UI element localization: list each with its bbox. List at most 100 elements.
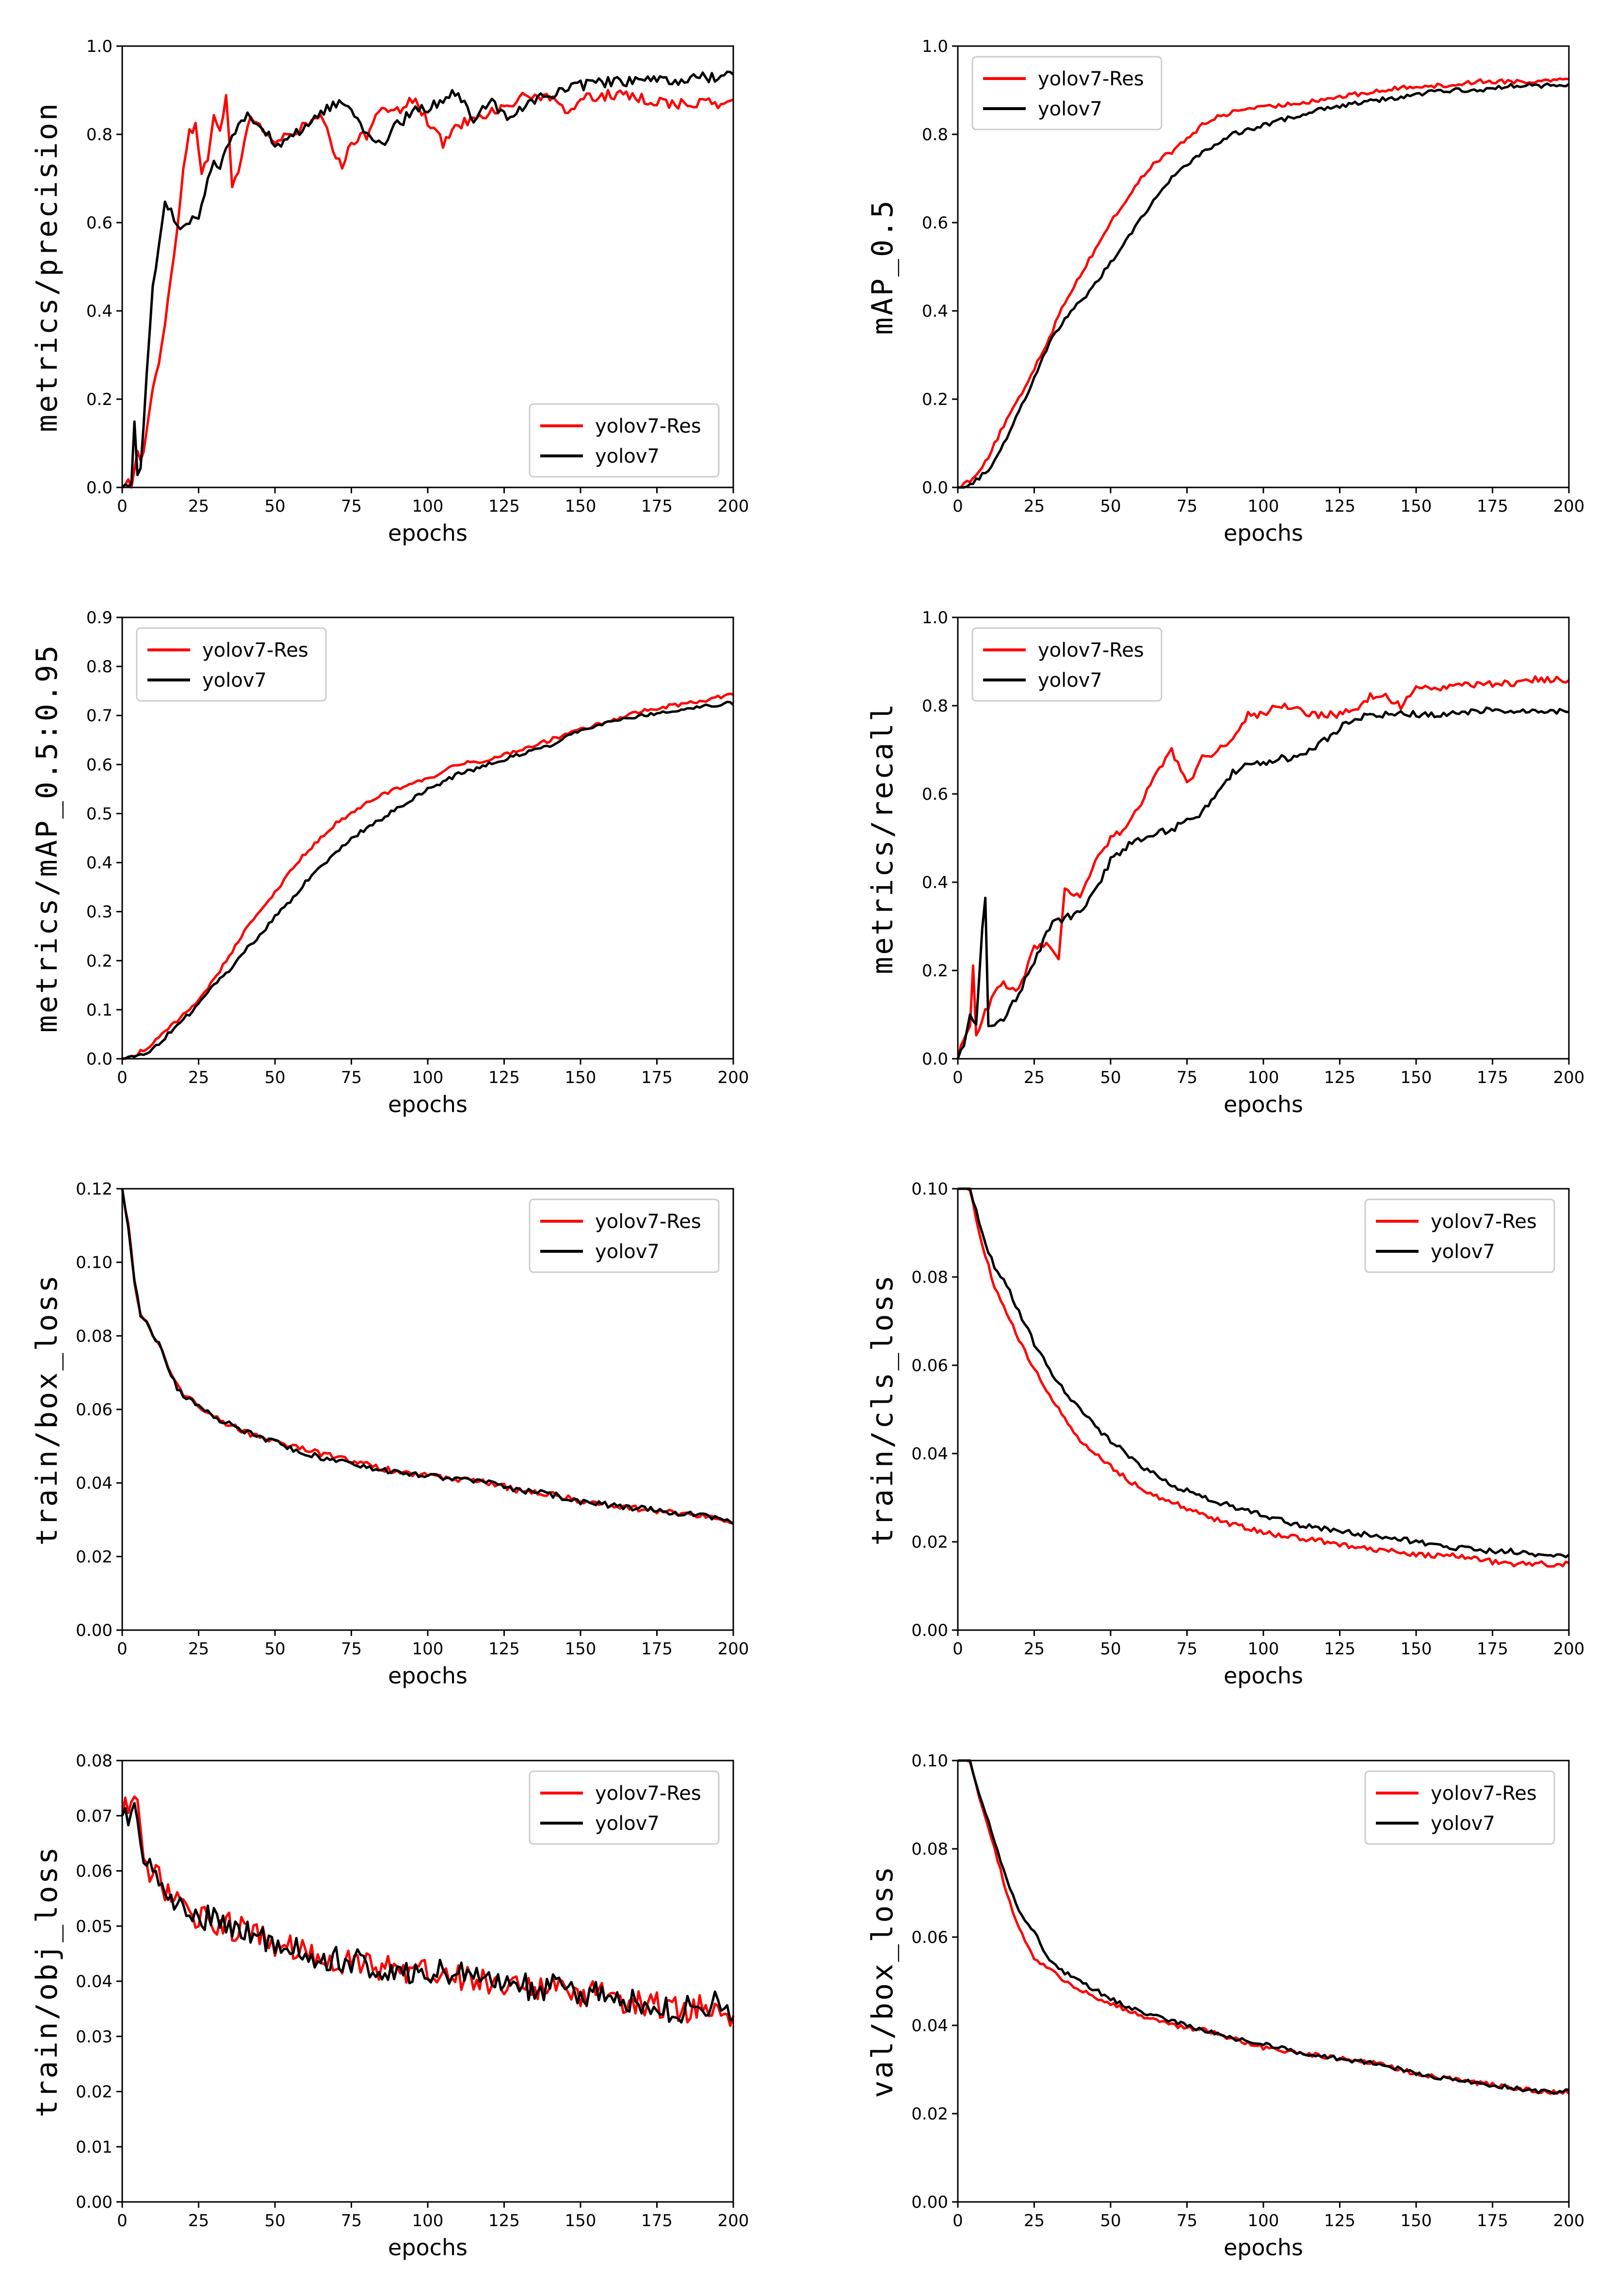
y-tick-label: 0.02 <box>911 1533 948 1552</box>
y-tick-label: 0.6 <box>922 785 948 804</box>
series-line-yolov7-res <box>956 675 1570 1059</box>
legend: yolov7-Res yolov7 <box>136 627 327 702</box>
y-tick-label: 0.00 <box>76 2193 113 2212</box>
legend-box <box>971 627 1162 702</box>
x-tick-label: 175 <box>641 2211 673 2231</box>
y-tick-label: 0.10 <box>76 1253 113 1273</box>
x-tick-label: 75 <box>341 497 362 516</box>
series-line-yolov7 <box>121 70 734 488</box>
y-tick-label: 0.02 <box>76 2083 113 2102</box>
x-tick-label: 175 <box>1477 497 1508 516</box>
y-tick-label: 0.10 <box>911 1751 948 1771</box>
x-axis-label: epochs <box>1224 2234 1303 2261</box>
x-tick-label: 25 <box>188 497 209 516</box>
y-tick-label: 0.6 <box>922 213 948 233</box>
y-tick-label: 0.08 <box>76 1326 113 1346</box>
x-tick-label: 25 <box>188 2211 209 2231</box>
legend-entry-label: yolov7-Res <box>1038 68 1144 90</box>
y-tick-label: 0.01 <box>76 2137 113 2157</box>
y-tick-label: 1.0 <box>86 37 113 56</box>
x-tick-label: 25 <box>1024 1068 1045 1087</box>
y-axis-label: train/obj_loss <box>30 1845 64 2118</box>
x-tick-label: 100 <box>1248 1639 1279 1659</box>
x-tick-label: 200 <box>718 1639 749 1659</box>
y-tick-label: 0.0 <box>922 1050 948 1069</box>
x-tick-label: 125 <box>488 497 520 516</box>
y-tick-label: 0.04 <box>76 1474 113 1493</box>
x-tick-label: 25 <box>1024 497 1045 516</box>
y-tick-label: 0.05 <box>76 1917 113 1936</box>
legend-entry-label: yolov7 <box>202 669 267 692</box>
x-tick-label: 100 <box>1248 497 1279 516</box>
y-tick-label: 0.8 <box>86 125 113 145</box>
x-tick-label: 200 <box>1553 1639 1585 1659</box>
y-tick-label: 0.02 <box>911 2104 948 2124</box>
x-tick-label: 200 <box>1553 2211 1585 2231</box>
y-tick-label: 0.8 <box>922 125 948 145</box>
x-tick-label: 50 <box>1100 497 1121 516</box>
y-tick-label: 0.3 <box>86 903 113 922</box>
y-tick-label: 0.00 <box>911 2193 948 2212</box>
legend-entry-label: yolov7-Res <box>595 1782 701 1805</box>
x-tick-label: 125 <box>1324 2211 1356 2231</box>
chart-panel-1: 0 25 50 75 100 125 150 175 200 0.0 0.2 0.4 0.6 0.8 1.0… <box>30 37 749 546</box>
legend-entry-label: yolov7-Res <box>1431 1782 1537 1805</box>
legend-entry-label: yolov7-Res <box>595 1211 701 1233</box>
x-tick-label: 100 <box>1248 2211 1279 2231</box>
x-tick-label: 75 <box>1177 1639 1197 1659</box>
x-tick-label: 50 <box>264 497 285 516</box>
x-tick-label: 25 <box>188 1068 209 1087</box>
y-axis-label: mAP_0.5 <box>866 199 900 335</box>
x-tick-label: 200 <box>718 2211 749 2231</box>
x-tick-label: 25 <box>1024 2211 1045 2231</box>
legend-box <box>971 56 1162 130</box>
y-axis-label: metrics/mAP_0.5:0.95 <box>30 644 64 1033</box>
chart-panel-5: 0 25 50 75 100 125 150 175 200 0.00 0.02 0.04 0.06 0.… <box>30 1180 749 1689</box>
y-tick-label: 0.8 <box>86 657 113 677</box>
y-tick-label: 0.07 <box>76 1807 113 1826</box>
x-tick-label: 75 <box>341 1639 362 1659</box>
series-line-yolov7 <box>122 700 734 1060</box>
legend: yolov7-Res yolov7 <box>1364 1770 1555 1845</box>
x-tick-label: 0 <box>117 1068 128 1087</box>
x-tick-label: 0 <box>952 1068 963 1087</box>
x-tick-label: 125 <box>1324 1068 1356 1087</box>
y-tick-label: 0.0 <box>86 1050 113 1069</box>
x-tick-label: 100 <box>1248 1068 1279 1087</box>
chart-panel-3: 0 25 50 75 100 125 150 175 200 0.0 0.1 0.2 0.3 0.4 0.5… <box>30 608 749 1117</box>
legend: yolov7-Res yolov7 <box>1364 1198 1555 1273</box>
x-axis-label: epochs <box>388 520 468 546</box>
y-tick-label: 0.0 <box>86 478 113 498</box>
x-tick-label: 175 <box>1477 2211 1508 2231</box>
x-tick-label: 150 <box>1401 2211 1432 2231</box>
chart-panel-8: 0 25 50 75 100 125 150 175 200 0.00 0.02 0.04 0.06 0.… <box>866 1751 1584 2261</box>
chart-panel-4: 0 25 50 75 100 125 150 175 200 0.0 0.2 0.4 0.6 0.8 1.0… <box>866 608 1584 1117</box>
x-axis-label: epochs <box>1224 1663 1303 1689</box>
y-tick-label: 1.0 <box>922 608 948 628</box>
x-tick-label: 150 <box>565 2211 597 2231</box>
x-tick-label: 100 <box>412 1068 444 1087</box>
y-tick-label: 0.02 <box>76 1547 113 1567</box>
x-tick-label: 150 <box>1401 1068 1432 1087</box>
x-tick-label: 175 <box>1477 1068 1508 1087</box>
y-tick-label: 0.4 <box>86 302 113 321</box>
y-tick-label: 0.6 <box>86 213 113 233</box>
legend-entry-label: yolov7 <box>1431 1241 1495 1263</box>
legend-entry-label: yolov7-Res <box>1431 1211 1537 1233</box>
x-tick-label: 0 <box>117 497 128 516</box>
x-tick-label: 0 <box>952 1639 963 1659</box>
series-line-yolov7-res <box>121 89 734 489</box>
x-tick-label: 125 <box>488 2211 520 2231</box>
y-tick-label: 0.04 <box>911 1444 948 1464</box>
y-axis-label: metrics/precision <box>30 101 64 432</box>
y-tick-label: 0.06 <box>911 1928 948 1947</box>
x-tick-label: 0 <box>952 2211 963 2231</box>
legend-entry-label: yolov7-Res <box>202 639 308 662</box>
x-tick-label: 25 <box>1024 1639 1045 1659</box>
x-tick-label: 50 <box>264 1639 285 1659</box>
series-line-yolov7 <box>121 1802 734 2024</box>
y-tick-label: 0.06 <box>911 1356 948 1375</box>
y-axis-label: train/box_loss <box>30 1273 64 1546</box>
x-tick-label: 175 <box>641 1068 673 1087</box>
